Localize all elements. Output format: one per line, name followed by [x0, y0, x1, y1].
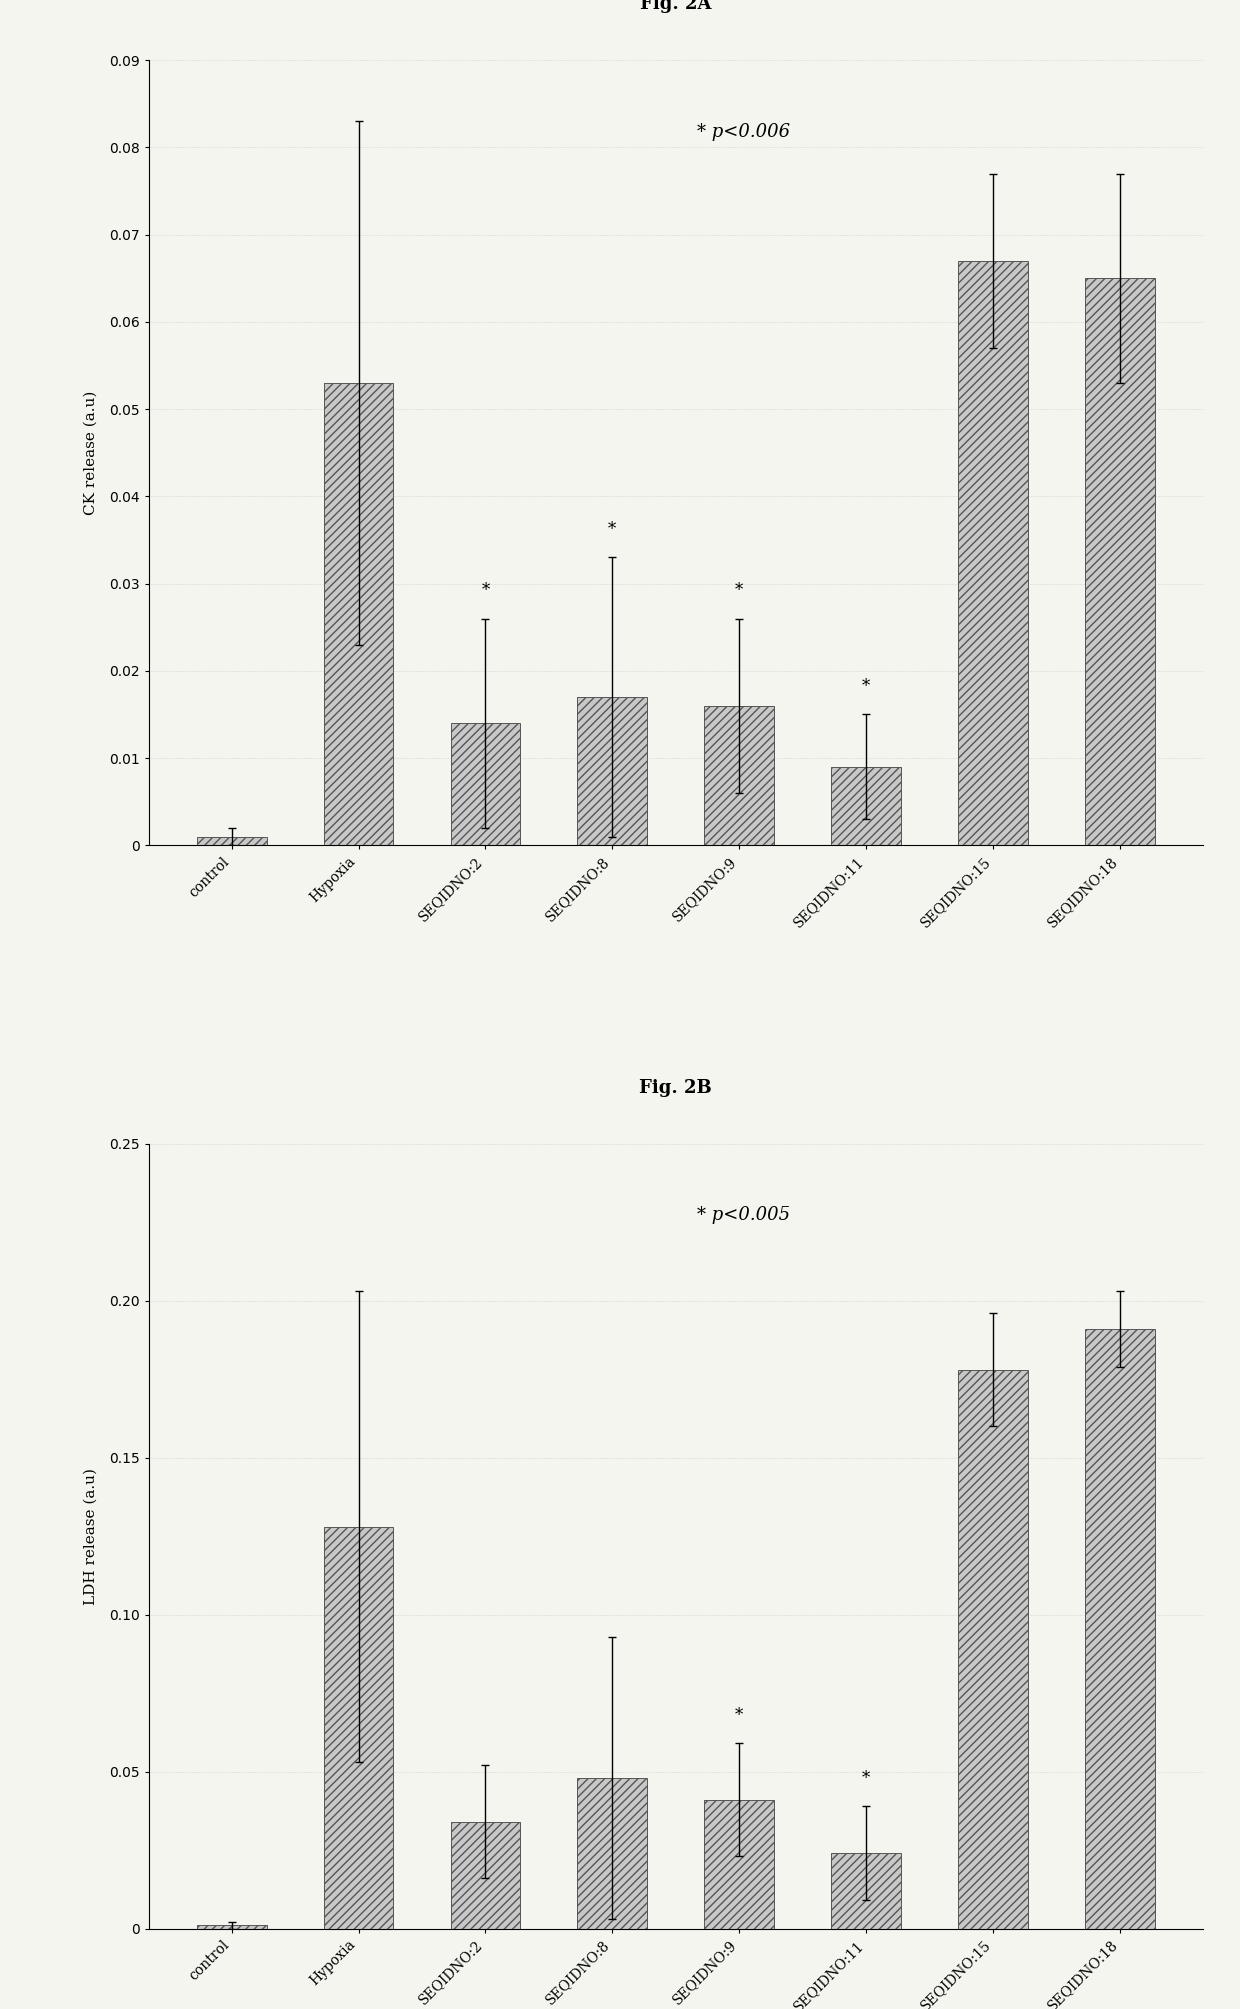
- Text: * p<0.006: * p<0.006: [697, 123, 790, 141]
- Y-axis label: LDH release (a.u): LDH release (a.u): [84, 1469, 98, 1605]
- Text: *: *: [481, 583, 490, 599]
- Bar: [959, 1370, 1028, 1929]
- Bar: [578, 1778, 647, 1929]
- Text: Fig. 2B: Fig. 2B: [640, 1079, 712, 1097]
- Y-axis label: CK release (a.u): CK release (a.u): [84, 390, 98, 514]
- Text: Fig. 2A: Fig. 2A: [640, 0, 712, 14]
- Bar: [450, 1822, 521, 1929]
- Bar: [831, 1852, 901, 1929]
- Bar: [197, 836, 267, 846]
- Bar: [704, 1800, 774, 1929]
- Bar: [831, 767, 901, 846]
- Bar: [324, 384, 393, 846]
- Bar: [197, 1925, 267, 1929]
- Text: *: *: [862, 677, 870, 695]
- Text: *: *: [735, 583, 744, 599]
- Bar: [324, 1527, 393, 1929]
- Text: * p<0.005: * p<0.005: [697, 1207, 790, 1223]
- Text: *: *: [608, 520, 616, 538]
- Bar: [704, 705, 774, 846]
- Bar: [959, 261, 1028, 846]
- Bar: [1085, 1328, 1154, 1929]
- Text: *: *: [735, 1708, 744, 1724]
- Bar: [450, 723, 521, 846]
- Bar: [1085, 279, 1154, 846]
- Bar: [578, 697, 647, 846]
- Text: *: *: [862, 1770, 870, 1786]
